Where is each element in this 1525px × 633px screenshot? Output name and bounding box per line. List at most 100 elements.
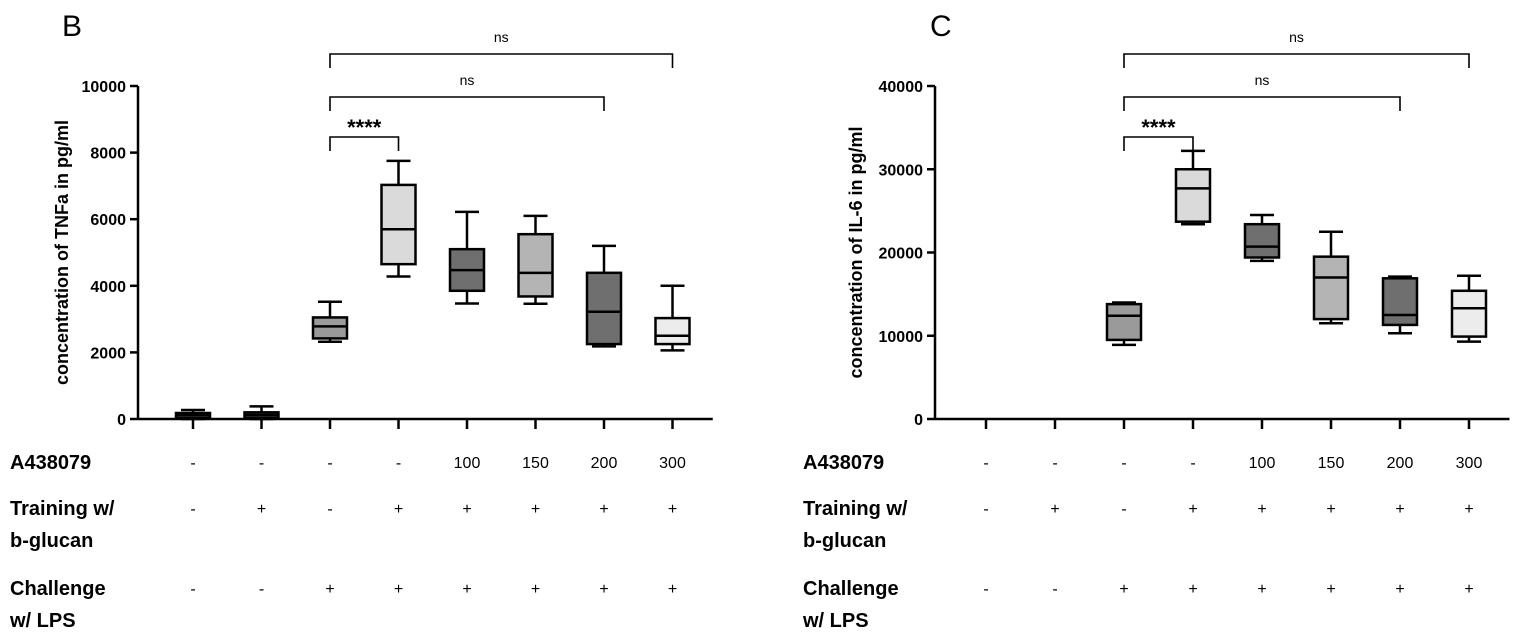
condition-value: - — [983, 501, 988, 518]
bracket-line — [329, 53, 674, 68]
box-7 — [1381, 275, 1419, 335]
condition-value: + — [1188, 581, 1197, 598]
box-1 — [174, 408, 212, 421]
significance-bracket: ns — [1123, 29, 1470, 68]
condition-value: + — [462, 581, 471, 598]
condition-value: + — [1326, 581, 1335, 598]
condition-value: + — [1395, 501, 1404, 518]
condition-value: - — [190, 581, 195, 598]
condition-value: - — [396, 455, 401, 472]
significance-label: **** — [347, 115, 382, 140]
y-tick-label: 0 — [117, 412, 126, 429]
box-8 — [1450, 274, 1488, 343]
condition-value: - — [983, 455, 988, 472]
box-4 — [1174, 149, 1212, 226]
box-iqr — [1450, 289, 1488, 338]
condition-value: - — [1121, 455, 1126, 472]
condition-value: + — [531, 501, 540, 518]
condition-row-label: Challenge — [803, 578, 899, 600]
box-iqr — [654, 316, 691, 346]
y-tick-label: 4000 — [90, 279, 126, 296]
condition-value: + — [1395, 581, 1404, 598]
condition-value: 100 — [454, 455, 481, 472]
condition-value: - — [327, 501, 332, 518]
condition-value: - — [327, 455, 332, 472]
condition-value: 100 — [1249, 455, 1276, 472]
panel-letter: B — [62, 10, 82, 43]
box-iqr — [1312, 255, 1350, 321]
box-4 — [380, 159, 417, 278]
box-2 — [243, 405, 280, 421]
condition-row-label: Challenge — [10, 578, 106, 600]
y-tick-label: 8000 — [90, 146, 126, 163]
box-iqr — [1105, 302, 1143, 342]
condition-row-label: Training w/ — [803, 498, 908, 520]
condition-row-label: w/ LPS — [802, 610, 869, 632]
condition-row-label: b-glucan — [803, 530, 886, 552]
condition-value: + — [394, 501, 403, 518]
condition-value: - — [1052, 455, 1057, 472]
condition-value: + — [668, 581, 677, 598]
condition-value: 300 — [659, 455, 686, 472]
condition-value: + — [1119, 581, 1128, 598]
condition-value: - — [259, 581, 264, 598]
bracket-line — [329, 136, 400, 151]
condition-row-label: w/ LPS — [9, 610, 76, 632]
bracket-line — [1123, 96, 1401, 111]
condition-value: + — [462, 501, 471, 518]
box-iqr — [1174, 168, 1212, 223]
condition-value: + — [531, 581, 540, 598]
y-tick-label: 10000 — [82, 79, 127, 96]
condition-value: + — [1188, 501, 1197, 518]
box-iqr — [380, 183, 417, 266]
significance-label: ns — [1289, 29, 1304, 45]
significance-label: ns — [460, 72, 475, 88]
condition-value: + — [257, 501, 266, 518]
chart-panel-c: C 0 10000 20000 30000 40000 concentration of I… — [802, 10, 1510, 632]
y-tick-label: 10000 — [879, 329, 924, 346]
y-tick-label: 30000 — [879, 162, 924, 179]
condition-value: + — [1050, 501, 1059, 518]
condition-value: - — [190, 501, 195, 518]
panel-letter: C — [930, 10, 952, 43]
condition-value: + — [1464, 581, 1473, 598]
condition-value: + — [1257, 501, 1266, 518]
y-axis-label: concentration of TNFa in pg/ml — [52, 120, 72, 385]
bracket-line — [329, 96, 605, 111]
condition-value: - — [1121, 501, 1126, 518]
y-tick-label: 20000 — [879, 246, 924, 263]
box-5 — [448, 210, 486, 305]
y-tick-label: 2000 — [90, 345, 126, 362]
condition-row-label: Training w/ — [10, 498, 115, 520]
condition-value: - — [1052, 581, 1057, 598]
condition-row-label: A438079 — [803, 452, 884, 474]
significance-label: **** — [1141, 115, 1176, 140]
chart-panel-b: B 0 2000 4000 6000 8000 10000 concentration of … — [9, 10, 713, 632]
bracket-line — [1123, 53, 1470, 68]
condition-value: + — [1257, 581, 1266, 598]
y-tick-label: 0 — [914, 412, 923, 429]
condition-value: - — [1190, 455, 1195, 472]
condition-row-label: A438079 — [10, 452, 91, 474]
box-iqr — [517, 232, 554, 298]
box-iqr — [1381, 277, 1419, 327]
significance-bracket: **** — [329, 115, 400, 151]
box-5 — [1243, 213, 1281, 263]
box-3 — [311, 300, 349, 343]
condition-value: + — [599, 581, 608, 598]
condition-table: A438079 - - - - 100 150 200 300 Training w/b-gluc… — [802, 452, 1482, 632]
condition-value: + — [668, 501, 677, 518]
box-iqr — [1243, 222, 1281, 259]
condition-value: - — [259, 455, 264, 472]
significance-label: ns — [1255, 72, 1270, 88]
significance-label: ns — [494, 29, 509, 45]
condition-value: 150 — [522, 455, 549, 472]
bracket-line — [1123, 136, 1194, 151]
significance-bracket: ns — [1123, 72, 1401, 111]
condition-value: + — [325, 581, 334, 598]
condition-value: - — [983, 581, 988, 598]
y-axis-label: concentration of IL-6 in pg/ml — [846, 127, 866, 379]
box-7 — [585, 244, 623, 348]
box-iqr — [585, 271, 623, 346]
